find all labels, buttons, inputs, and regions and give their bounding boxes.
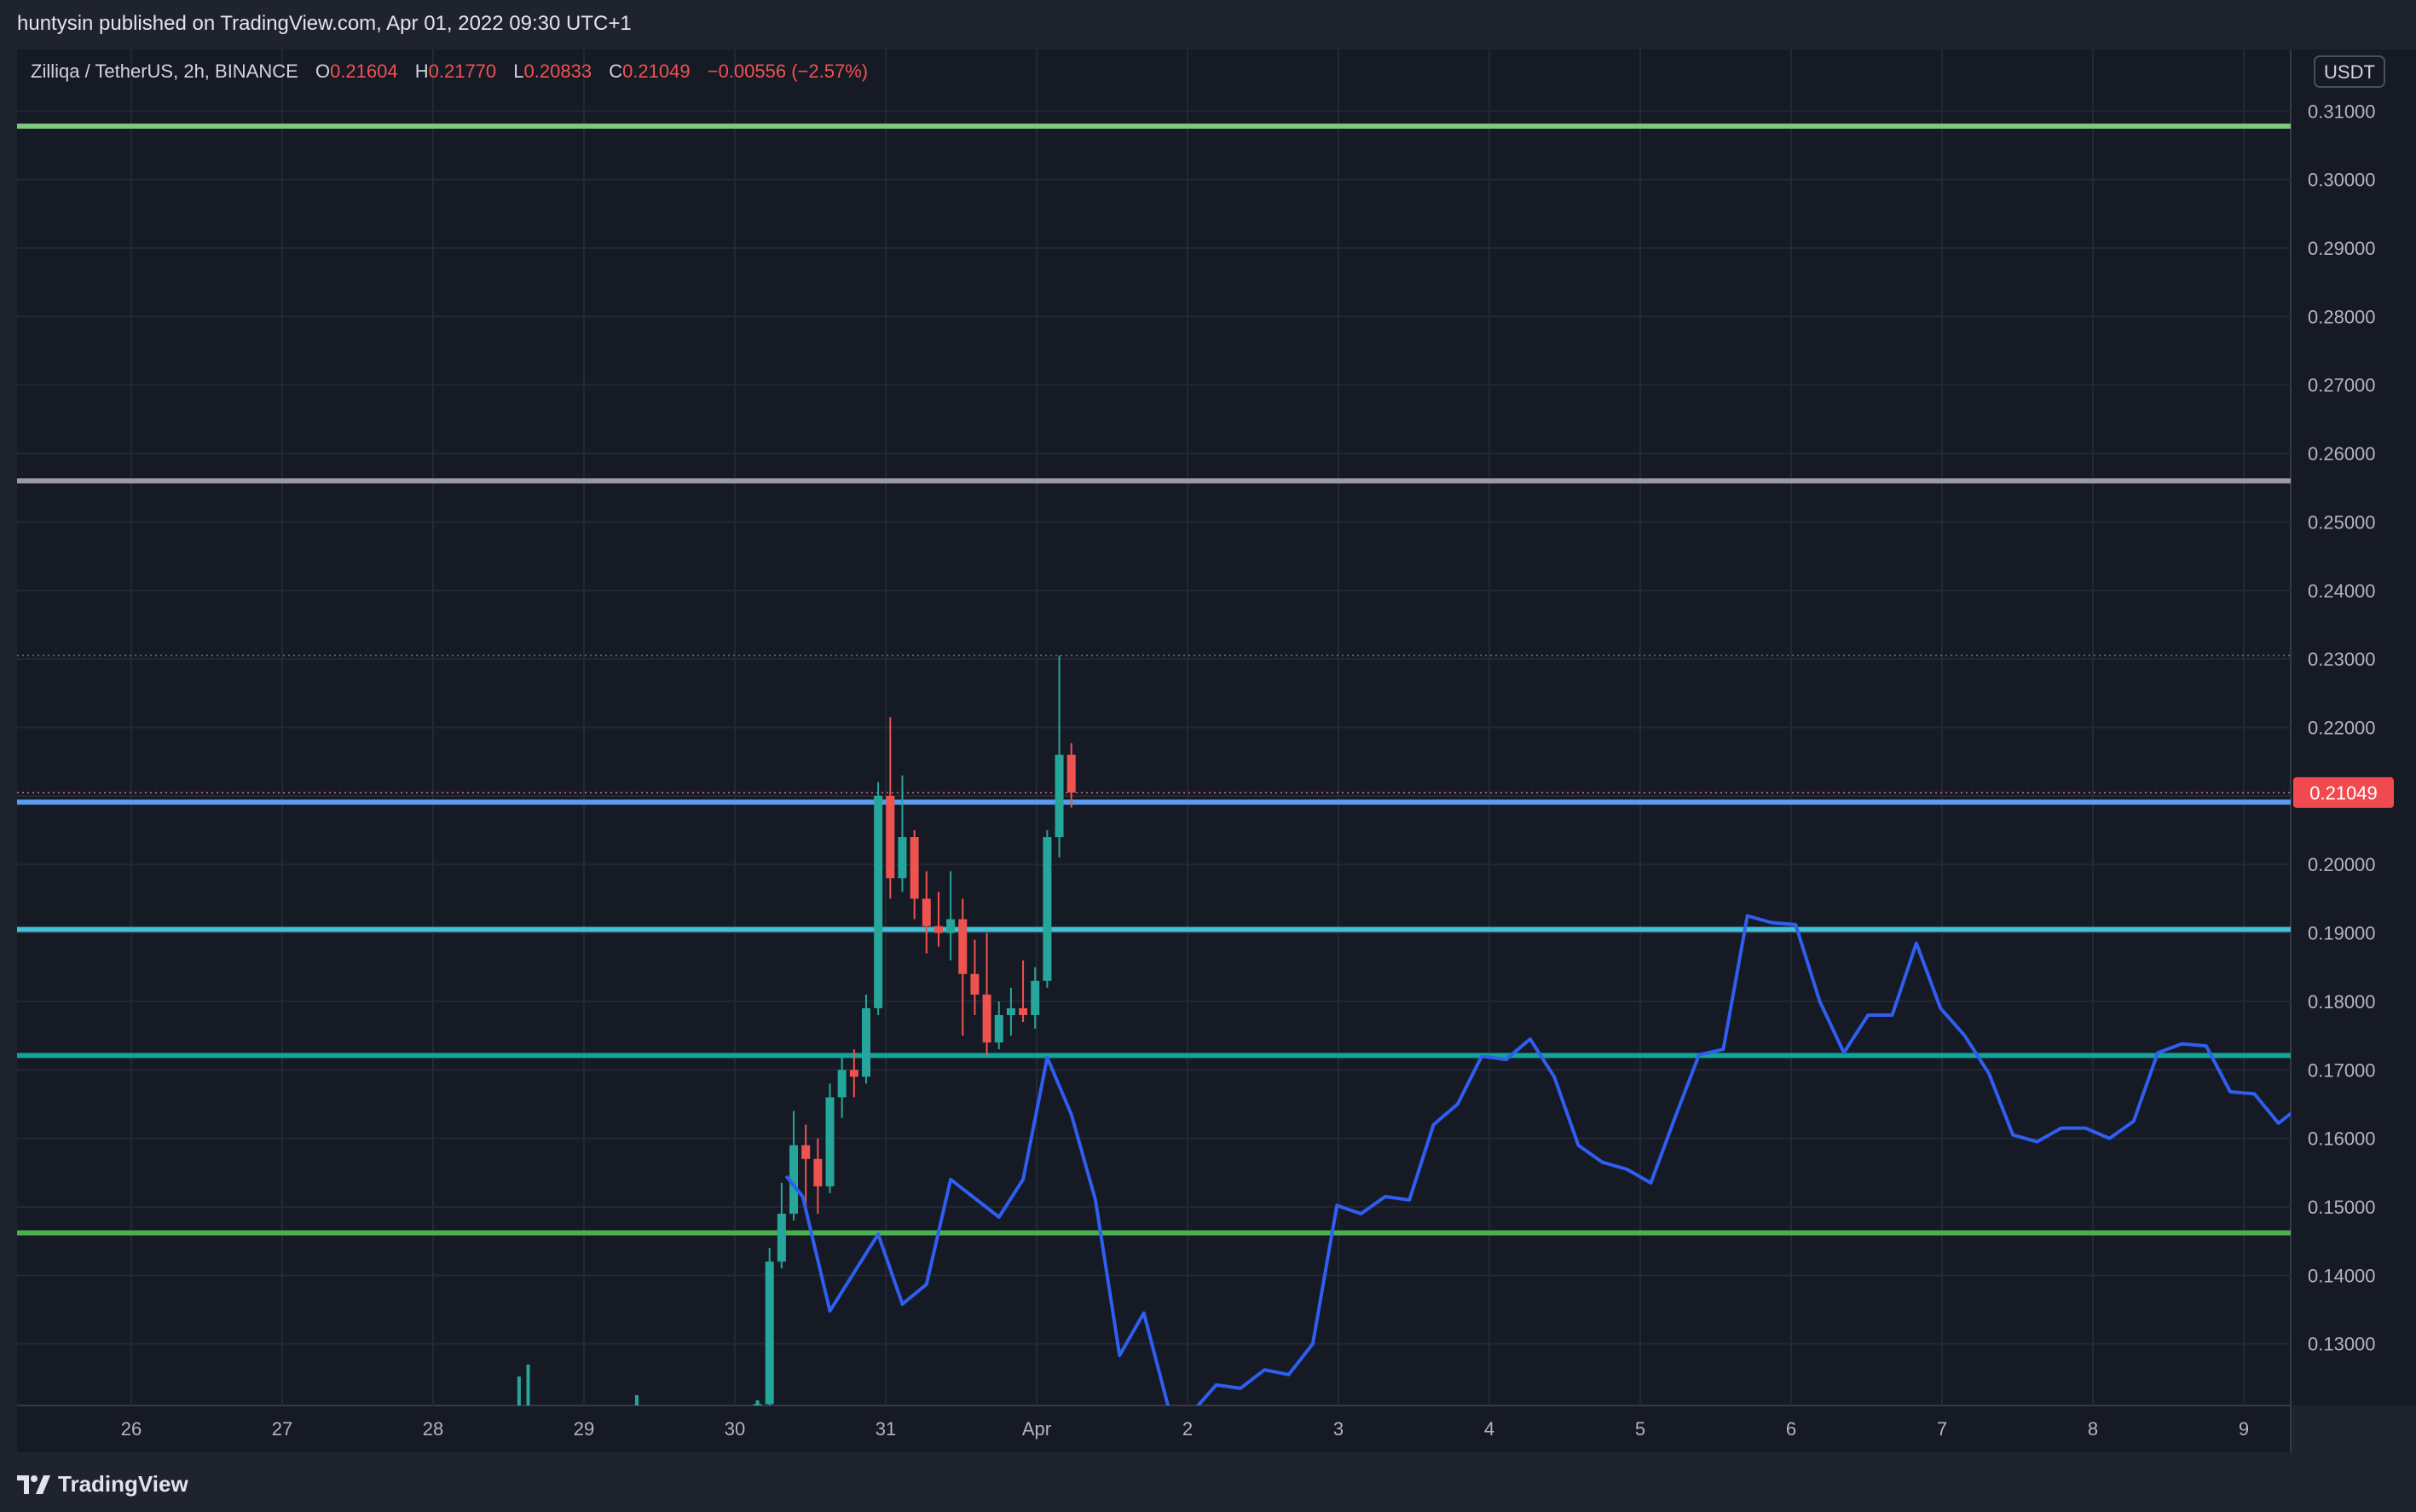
time-axis-background <box>17 1405 2291 1452</box>
candle-body <box>801 1145 811 1159</box>
candlesticks <box>753 655 1076 1405</box>
time-tick-label: 31 <box>876 1418 896 1440</box>
legend-close-label: C <box>609 61 622 82</box>
price-tick-label: 0.25000 <box>2308 511 2376 533</box>
price-tick-label: 0.28000 <box>2308 306 2376 327</box>
time-tick-label: Apr <box>1022 1418 1051 1440</box>
volume-bar <box>517 1376 521 1405</box>
candle-body <box>813 1158 823 1186</box>
legend-high-label: H <box>415 61 429 82</box>
time-tick-label: 26 <box>121 1418 142 1440</box>
time-tick-label: 6 <box>1786 1418 1796 1440</box>
price-tick-label: 0.22000 <box>2308 718 2376 739</box>
candle-body <box>1019 1007 1028 1015</box>
time-tick-label: 27 <box>272 1418 292 1440</box>
publisher-text: huntysin published on TradingView.com, A… <box>17 12 632 35</box>
time-tick-label: 2 <box>1182 1418 1193 1440</box>
time-tick-label: 30 <box>725 1418 745 1440</box>
candle-body <box>994 1014 1003 1043</box>
price-tick-label: 0.23000 <box>2308 649 2376 670</box>
volume-bar <box>526 1365 530 1405</box>
legend-close-value: 0.21049 <box>622 61 691 82</box>
currency-badge-box <box>2314 55 2385 88</box>
candle-body <box>825 1097 835 1186</box>
price-tick-label: 0.29000 <box>2308 238 2376 259</box>
time-axis-ticks: 26 27 28 29 30 31 Apr 2 3 4 5 6 7 8 9 <box>121 1418 2249 1440</box>
legend-symbol: Zilliqa / TetherUS, 2h, BINANCE <box>31 61 298 82</box>
price-tick-label: 0.24000 <box>2308 580 2376 602</box>
candle-body <box>958 919 968 974</box>
price-chart[interactable]: 0.13000 0.14000 0.15000 0.16000 0.17000 0.180… <box>17 49 2416 1452</box>
price-tick-label: 0.18000 <box>2308 991 2376 1013</box>
candle-body <box>849 1070 858 1077</box>
time-tick-label: 7 <box>1937 1418 1947 1440</box>
price-tick-label: 0.15000 <box>2308 1197 2376 1218</box>
candle-body <box>1066 754 1076 793</box>
candle-body <box>946 919 956 933</box>
candle-body <box>982 994 991 1043</box>
last-price-label: 0.21049 <box>2293 776 2394 808</box>
legend-change: −0.00556 (−2.57%) <box>708 61 868 82</box>
legend-high-value: 0.21770 <box>429 61 497 82</box>
candle-body <box>837 1070 847 1098</box>
candle-body <box>861 1007 870 1077</box>
candle-body <box>933 926 943 933</box>
candle-body <box>1043 837 1052 981</box>
footer-bar: TradingView <box>0 1452 2416 1512</box>
candle-body <box>886 795 895 879</box>
last-price-text: 0.21049 <box>2309 782 2378 804</box>
candle-body <box>789 1145 799 1215</box>
candle-body <box>777 1214 786 1262</box>
candle-body <box>753 1404 762 1405</box>
legend-open-value: 0.21604 <box>330 61 398 82</box>
candle-body <box>910 837 919 899</box>
publish-bar: huntysin published on TradingView.com, A… <box>0 0 2416 49</box>
candle-body <box>765 1261 774 1405</box>
price-tick-label: 0.19000 <box>2308 923 2376 944</box>
time-tick-label: 4 <box>1484 1418 1494 1440</box>
tradingview-logo-icon <box>17 1474 50 1494</box>
candle-body <box>922 898 931 926</box>
overlay-series-line <box>784 914 2291 1405</box>
tradingview-logo[interactable]: TradingView <box>17 1471 188 1498</box>
overlay-line <box>784 914 2291 1405</box>
legend-low-label: L <box>513 61 523 82</box>
price-axis-ticks: 0.13000 0.14000 0.15000 0.16000 0.17000 0.180… <box>2308 101 2376 1354</box>
currency-badge-text: USDT <box>2324 61 2375 83</box>
price-tick-label: 0.26000 <box>2308 443 2376 465</box>
candle-body <box>970 973 980 995</box>
currency-badge[interactable]: USDT <box>2314 55 2385 88</box>
price-axis-background <box>2291 49 2416 1405</box>
time-tick-label: 29 <box>574 1418 594 1440</box>
chart-area[interactable]: 0.13000 0.14000 0.15000 0.16000 0.17000 0.180… <box>17 49 2416 1452</box>
price-tick-label: 0.14000 <box>2308 1265 2376 1286</box>
chart-grid <box>17 49 2291 1405</box>
horizontal-levels[interactable] <box>17 123 2291 1236</box>
tradingview-brand-text: TradingView <box>58 1471 188 1497</box>
price-tick-label: 0.31000 <box>2308 101 2376 122</box>
legend-row: Zilliqa / TetherUS, 2h, BINANCE O0.21604… <box>31 61 868 82</box>
price-tick-label: 0.30000 <box>2308 170 2376 191</box>
price-tick-label: 0.13000 <box>2308 1334 2376 1355</box>
candle-body <box>898 837 907 879</box>
legend-low-value: 0.20833 <box>524 61 592 82</box>
price-tick-label: 0.20000 <box>2308 854 2376 875</box>
volume-bar <box>634 1395 639 1405</box>
time-tick-label: 8 <box>2088 1418 2098 1440</box>
candle-body <box>1055 754 1064 838</box>
candle-body <box>1006 1007 1015 1015</box>
time-tick-label: 28 <box>423 1418 443 1440</box>
time-tick-label: 3 <box>1333 1418 1344 1440</box>
time-tick-label: 9 <box>2239 1418 2249 1440</box>
time-tick-label: 5 <box>1635 1418 1645 1440</box>
last-price-box <box>2293 776 2394 808</box>
price-tick-label: 0.17000 <box>2308 1059 2376 1081</box>
candle-body <box>874 795 883 1008</box>
candle-body <box>1031 980 1040 1015</box>
price-tick-label: 0.16000 <box>2308 1128 2376 1150</box>
legend-open-label: O <box>315 61 330 82</box>
price-tick-label: 0.27000 <box>2308 375 2376 396</box>
